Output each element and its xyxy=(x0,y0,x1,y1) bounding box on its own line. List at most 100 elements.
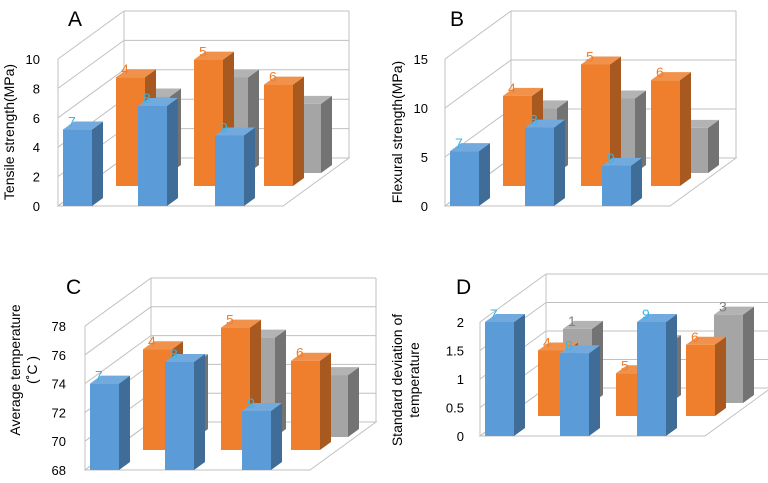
bar-label-7: 7 xyxy=(490,306,498,322)
bar-side-2 xyxy=(635,90,646,173)
bar-8 xyxy=(560,353,589,436)
y-axis-label-line: Average temperature xyxy=(7,304,23,435)
y-tick-label: 5 xyxy=(421,150,428,165)
side-gridline xyxy=(84,277,152,327)
y-tick-label: 15 xyxy=(414,52,428,67)
bar-side-6 xyxy=(715,336,726,416)
bar-label-7: 7 xyxy=(455,135,463,151)
bar-top-6 xyxy=(264,76,304,85)
y-tick-label: 8 xyxy=(33,81,40,96)
bar-label-8: 8 xyxy=(565,337,573,353)
bar-top-7 xyxy=(485,314,525,322)
bar-side-6 xyxy=(320,352,331,450)
panel-letter-A: A xyxy=(68,8,82,31)
bar-8 xyxy=(165,362,194,470)
bar-label-5: 5 xyxy=(199,44,207,60)
bar-9 xyxy=(637,322,666,436)
bar-label-6: 6 xyxy=(296,345,304,361)
bar-side-8 xyxy=(554,119,565,206)
bar-top-8 xyxy=(525,119,565,128)
panel-D: 00.511.52123456789DStandard deviation of… xyxy=(389,273,768,446)
panel-B: 051015123456789BFlexural strength(MPa) xyxy=(389,8,738,214)
bar-top-9 xyxy=(602,157,642,166)
side-gridline xyxy=(444,10,512,60)
bar-label-7: 7 xyxy=(95,368,103,384)
bar-label-8: 8 xyxy=(170,346,178,362)
bar-top-9 xyxy=(637,314,677,322)
panel-A: 0246810123456789ATensile strength(MPa) xyxy=(1,8,351,214)
bar-label-9: 9 xyxy=(607,150,615,166)
bar-side-9 xyxy=(631,157,642,206)
bar-label-4: 4 xyxy=(543,334,551,350)
y-tick-label: 72 xyxy=(52,405,66,420)
bar-top-4 xyxy=(116,69,156,78)
bar-label-4: 4 xyxy=(148,333,156,349)
bar-7 xyxy=(90,383,119,470)
bar-7 xyxy=(485,322,514,436)
bar-label-9: 9 xyxy=(642,306,650,322)
y-axis-label-line: (˚C ) xyxy=(24,356,40,384)
bar-side-9 xyxy=(244,127,255,206)
side-gridline xyxy=(444,59,512,109)
bar-top-8 xyxy=(560,345,600,354)
y-tick-label: 0 xyxy=(457,429,464,444)
bar-top-6 xyxy=(651,72,691,81)
bar-side-9 xyxy=(666,314,677,436)
bar-label-5: 5 xyxy=(621,357,629,373)
bar-top-4 xyxy=(503,87,543,96)
bar-side-6 xyxy=(680,72,691,186)
side-gridline xyxy=(84,306,152,356)
bar-9 xyxy=(602,165,631,206)
bar-label-9: 9 xyxy=(220,119,228,135)
bar-label-6: 6 xyxy=(269,69,277,85)
bar-top-1 xyxy=(563,320,603,329)
bar-side-7 xyxy=(479,143,490,206)
bar-side-3 xyxy=(348,367,359,437)
bar-side-7 xyxy=(514,314,525,436)
bar-top-6 xyxy=(291,352,331,361)
bar-side-3 xyxy=(743,306,754,403)
side-gridline xyxy=(57,39,125,89)
y-axis-label: Average temperature(˚C ) xyxy=(7,304,40,435)
bar-side-8 xyxy=(589,345,600,436)
bar-label-1: 1 xyxy=(568,313,576,329)
side-gridline xyxy=(479,273,547,323)
bar-side-8 xyxy=(194,354,205,470)
bar-9 xyxy=(242,410,271,470)
bar-8 xyxy=(138,106,167,206)
bar-top-4 xyxy=(143,341,183,350)
bar-top-6 xyxy=(686,336,726,345)
bar-7 xyxy=(63,129,92,206)
bar-top-8 xyxy=(138,98,178,107)
bar-side-7 xyxy=(92,121,103,206)
bar-7 xyxy=(450,151,479,206)
bar-side-3 xyxy=(321,95,332,173)
y-tick-label: 1 xyxy=(457,372,464,387)
bar-top-8 xyxy=(165,354,205,362)
bar-label-6: 6 xyxy=(691,329,699,345)
y-tick-label: 0.5 xyxy=(446,401,464,416)
panel-letter-D: D xyxy=(456,276,471,299)
y-axis-label-line: temperature xyxy=(406,342,422,418)
panel-letter-B: B xyxy=(450,8,464,31)
bar-label-8: 8 xyxy=(530,112,538,128)
bar-label-5: 5 xyxy=(586,48,594,64)
y-tick-label: 74 xyxy=(52,377,66,392)
bar-6 xyxy=(686,344,715,416)
bar-label-4: 4 xyxy=(508,80,516,96)
bar-6 xyxy=(264,84,293,186)
bar-top-5 xyxy=(194,51,234,60)
bar-side-7 xyxy=(119,375,130,470)
bar-side-3 xyxy=(708,119,719,173)
y-tick-label: 2 xyxy=(457,315,464,330)
side-gridline xyxy=(57,69,125,119)
y-axis-label: Tensile strength(MPa) xyxy=(1,64,17,200)
bar-top-9 xyxy=(242,402,282,411)
y-tick-label: 78 xyxy=(52,319,66,334)
bar-label-3: 3 xyxy=(719,299,727,315)
side-gridline xyxy=(57,10,125,60)
y-axis-label-line: Standard deviation of xyxy=(389,314,405,446)
bar-side-5 xyxy=(610,56,621,187)
bar-side-6 xyxy=(293,76,304,186)
